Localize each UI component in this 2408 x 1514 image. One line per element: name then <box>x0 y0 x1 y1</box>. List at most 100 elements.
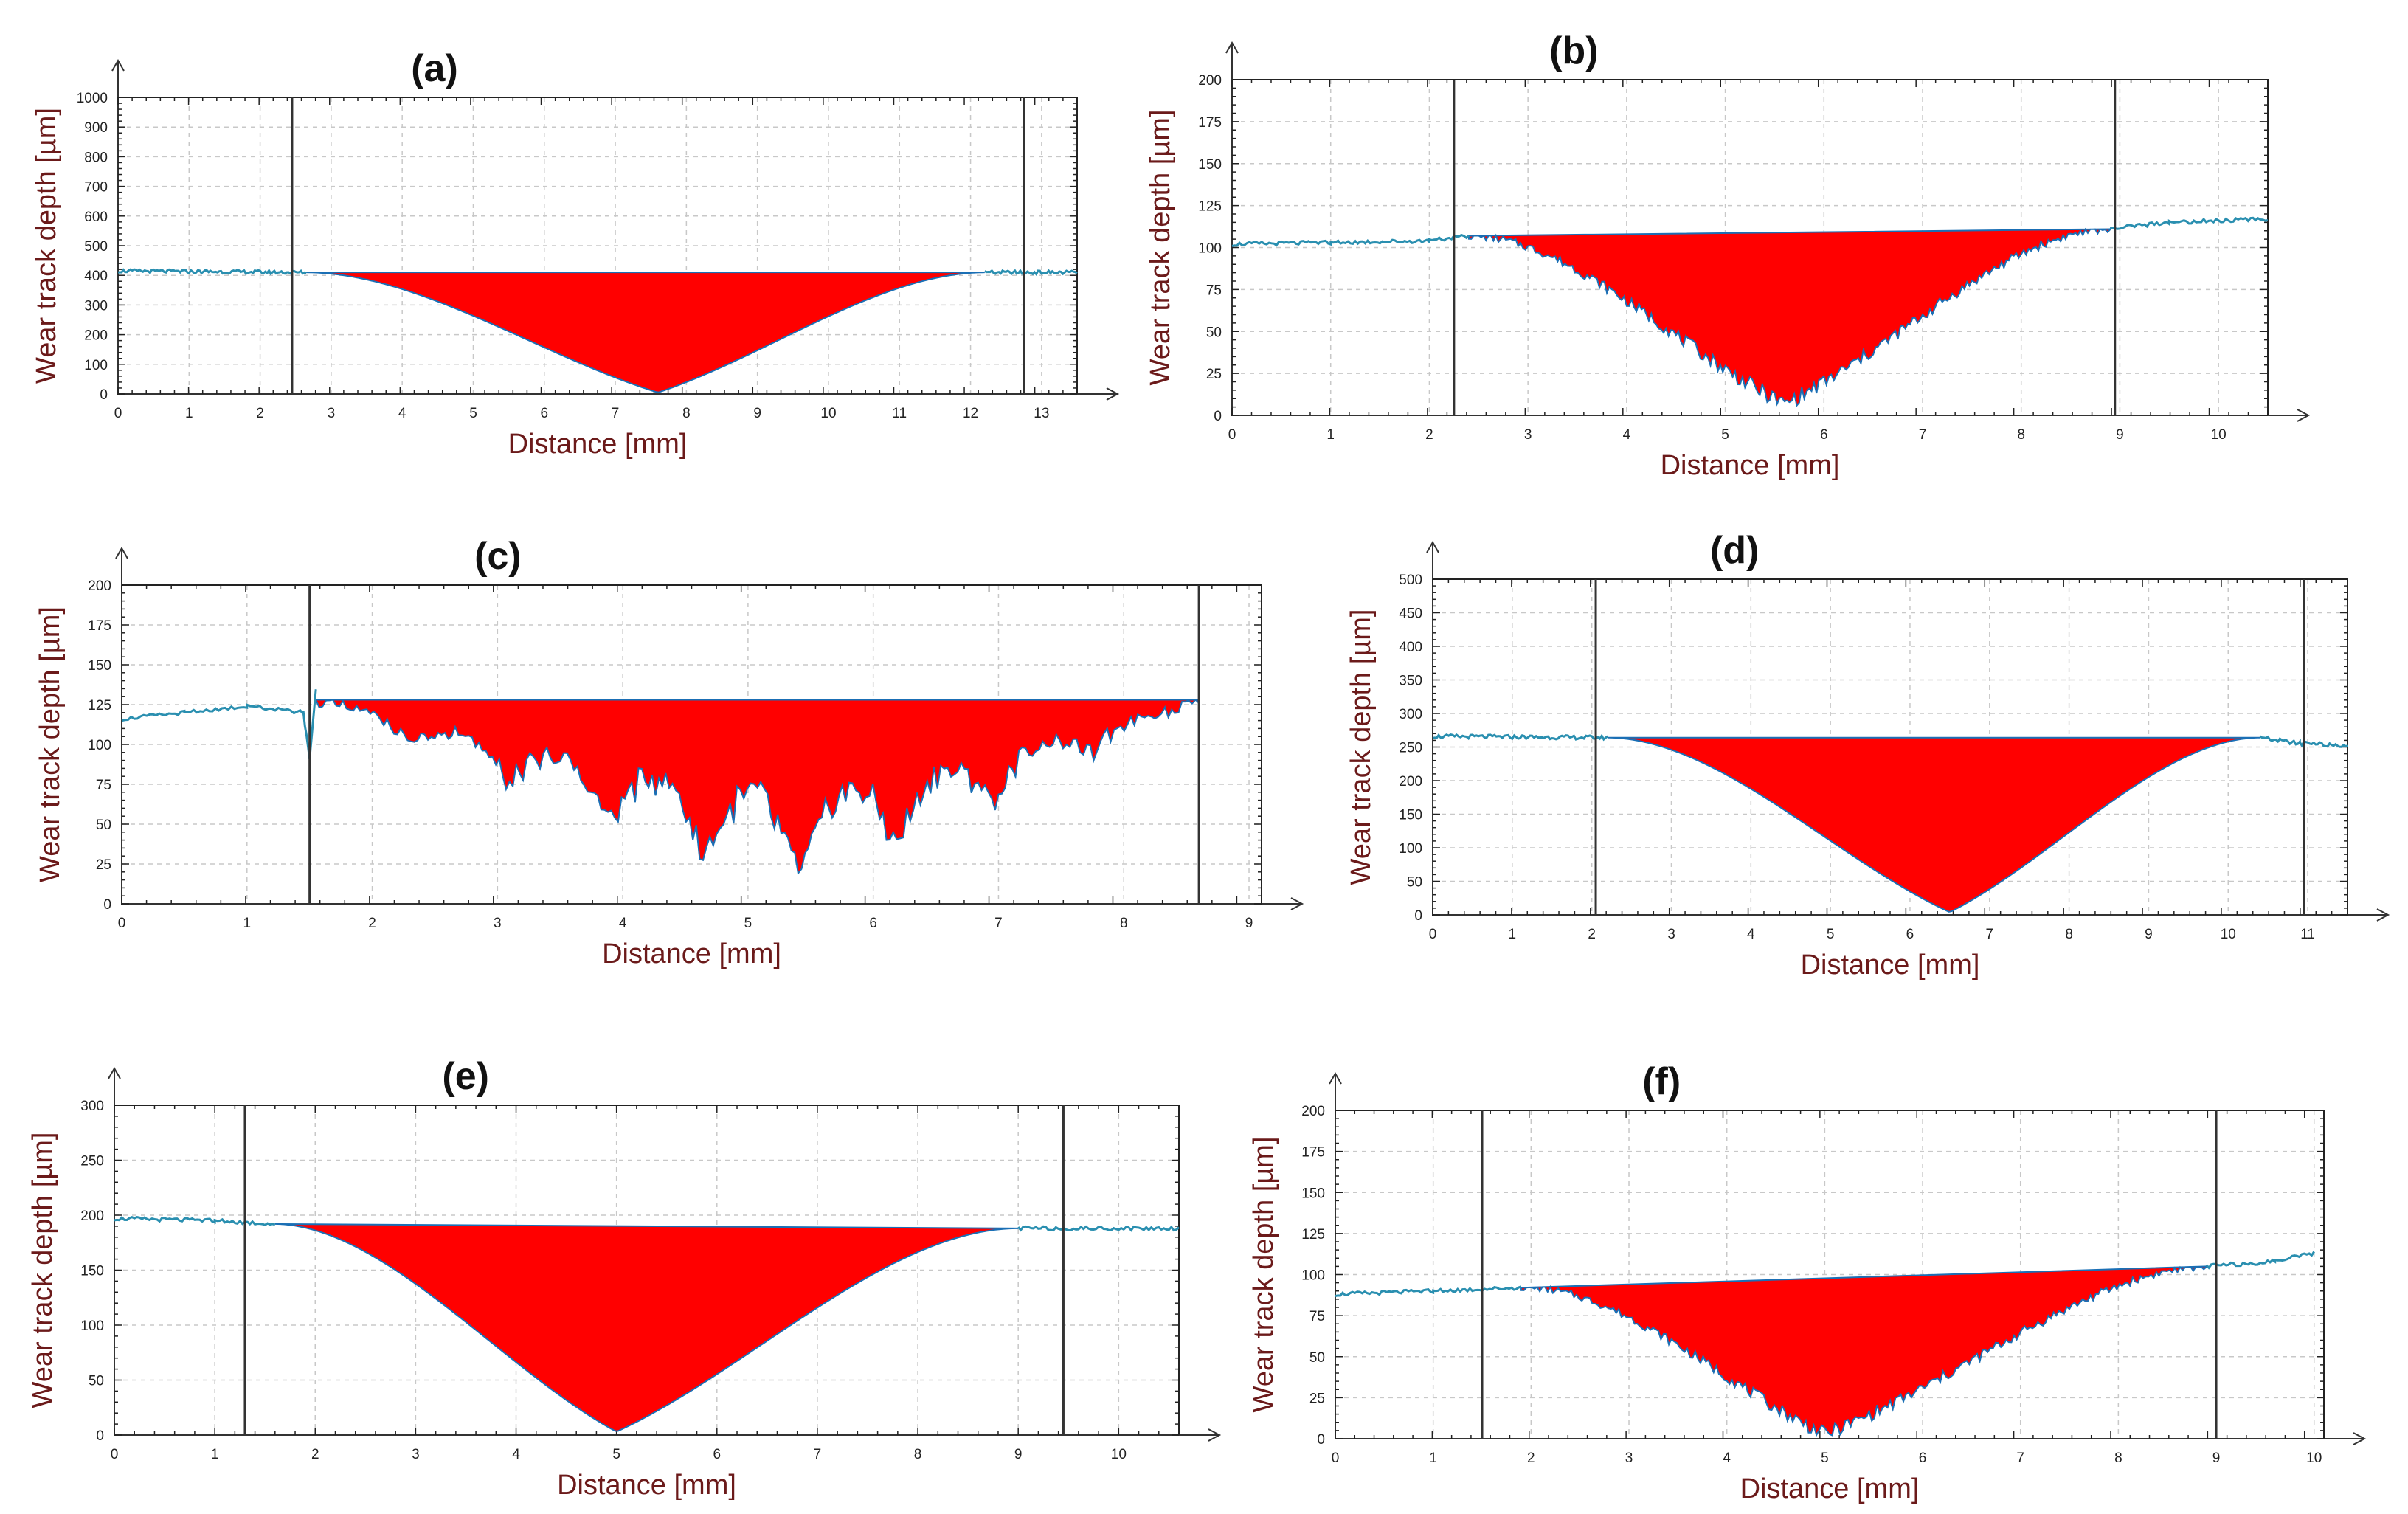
surface-profile-left <box>1335 1285 1522 1298</box>
x-tick-label: 5 <box>1827 927 1835 942</box>
y-tick-label: 500 <box>1399 573 1422 588</box>
y-tick-label: 50 <box>89 1374 104 1389</box>
x-tick-label: 3 <box>1524 427 1532 443</box>
x-tick-label: 1 <box>185 406 193 421</box>
y-tick-label: 125 <box>88 698 111 713</box>
x-tick-label: 11 <box>2300 927 2315 942</box>
y-tick-label: 200 <box>1198 73 1222 89</box>
x-tick-label: 5 <box>1821 1451 1829 1466</box>
panel-label: (b) <box>1549 30 1598 72</box>
surface-profile-left <box>117 268 307 276</box>
y-tick-label: 0 <box>1214 409 1222 424</box>
x-tick-label: 4 <box>1723 1451 1731 1466</box>
chart-panel-2: 0 1 2 3 4 5 6 7 8 9 100255075100125150175200Distan… <box>1145 30 2311 481</box>
y-tick-label: 600 <box>84 210 108 225</box>
y-axis-arrow-icon <box>1225 41 1239 54</box>
x-tick-label: 9 <box>2212 1451 2221 1466</box>
y-tick-label: 0 <box>1317 1432 1325 1448</box>
surface-profile-left <box>121 689 317 759</box>
y-tick-label: 300 <box>1399 707 1422 722</box>
y-tick-label: 150 <box>1301 1186 1325 1201</box>
panel-label: (f) <box>1642 1060 1681 1103</box>
y-tick-label: 125 <box>1198 199 1222 215</box>
y-axis-label: Wear track depth [µm] <box>1346 609 1377 885</box>
x-tick-label: 2 <box>1425 427 1433 443</box>
wear-track-area <box>1608 736 2260 913</box>
x-tick-label: 2 <box>1588 927 1596 942</box>
y-tick-label: 250 <box>1399 741 1422 756</box>
y-axis-arrow-icon <box>115 546 128 559</box>
y-tick-label: 75 <box>1309 1309 1325 1324</box>
x-tick-label: 2 <box>311 1447 319 1462</box>
y-tick-label: 25 <box>96 857 111 873</box>
x-tick-label: 6 <box>540 406 548 421</box>
x-tick-label: 6 <box>1919 1451 1927 1466</box>
x-tick-label: 4 <box>1623 427 1631 443</box>
chart-panel-4: 0 1 2 3 4 5 6 7 8 9 10 11 0 50 100 150 200 250 300 350 400 45… <box>1346 529 2390 981</box>
x-tick-label: 9 <box>2116 427 2124 443</box>
x-tick-label: 8 <box>914 1447 922 1462</box>
x-tick-label: 9 <box>1014 1447 1023 1462</box>
x-tick-label: 3 <box>412 1447 420 1462</box>
x-axis-arrow-icon <box>2353 1432 2367 1445</box>
y-tick-label: 75 <box>1206 283 1222 298</box>
panel-label: (a) <box>411 47 458 90</box>
x-axis-label: Distance [mm] <box>602 939 781 969</box>
x-tick-label: 1 <box>1429 1451 1437 1466</box>
x-tick-label: 3 <box>1625 1451 1633 1466</box>
x-tick-label: 11 <box>892 406 907 421</box>
x-axis-arrow-icon <box>2376 908 2390 922</box>
x-tick-label: 8 <box>2114 1451 2122 1466</box>
wear-track-area <box>306 272 985 393</box>
x-tick-label: 4 <box>1747 927 1755 942</box>
surface-profile-right <box>1017 1225 1180 1232</box>
x-tick-label: 0 <box>1429 927 1437 942</box>
y-tick-label: 800 <box>84 150 108 165</box>
y-tick-label: 0 <box>100 387 108 403</box>
x-tick-label: 7 <box>1919 427 1927 443</box>
x-tick-label: 6 <box>869 916 877 931</box>
x-tick-label: 2 <box>368 916 376 931</box>
x-tick-label: 1 <box>1509 927 1517 942</box>
y-tick-label: 175 <box>88 618 111 634</box>
x-tick-label: 7 <box>1985 927 1993 942</box>
y-tick-label: 900 <box>84 120 108 136</box>
y-axis-label: Wear track depth [µm] <box>27 1133 58 1408</box>
x-tick-label: 13 <box>1034 406 1049 421</box>
x-tick-label: 3 <box>1667 927 1675 942</box>
y-axis-label: Wear track depth [µm] <box>35 606 66 882</box>
x-tick-label: 4 <box>512 1447 520 1462</box>
y-axis-label: Wear track depth [µm] <box>31 108 62 384</box>
x-tick-label: 7 <box>612 406 620 421</box>
surface-profile-right <box>2109 216 2269 230</box>
y-tick-label: 500 <box>84 239 108 255</box>
y-tick-label: 50 <box>1206 325 1222 340</box>
x-tick-label: 8 <box>682 406 691 421</box>
x-axis-label: Distance [mm] <box>1740 1473 1920 1504</box>
x-tick-label: 10 <box>2211 427 2227 443</box>
x-tick-label: 0 <box>1228 427 1236 443</box>
y-tick-label: 0 <box>96 1428 104 1444</box>
y-tick-label: 175 <box>1301 1145 1325 1161</box>
x-tick-label: 8 <box>2065 927 2073 942</box>
y-tick-label: 150 <box>80 1264 104 1279</box>
y-tick-label: 125 <box>1301 1227 1325 1242</box>
x-tick-label: 9 <box>1245 916 1253 931</box>
y-tick-label: 100 <box>88 738 111 753</box>
y-tick-label: 0 <box>103 897 111 913</box>
x-tick-label: 3 <box>494 916 502 931</box>
chart-panel-3: 0 1 2 3 4 5 6 7 8 9 0 25 50 75 100 125 150 175 200 Distance… <box>35 535 1304 969</box>
x-tick-label: 10 <box>1111 1447 1127 1462</box>
x-tick-label: 6 <box>1906 927 1914 942</box>
y-tick-label: 150 <box>1198 157 1222 173</box>
x-axis-label: Distance [mm] <box>557 1470 736 1501</box>
x-axis-arrow-icon <box>1106 387 1120 401</box>
y-tick-label: 700 <box>84 180 108 196</box>
y-tick-label: 50 <box>1407 875 1422 891</box>
x-tick-label: 2 <box>256 406 264 421</box>
y-tick-label: 150 <box>1399 808 1422 823</box>
wear-track-area <box>1467 227 2111 407</box>
x-tick-label: 7 <box>814 1447 822 1462</box>
y-tick-label: 450 <box>1399 606 1422 622</box>
wear-track-area <box>1520 1265 2207 1437</box>
